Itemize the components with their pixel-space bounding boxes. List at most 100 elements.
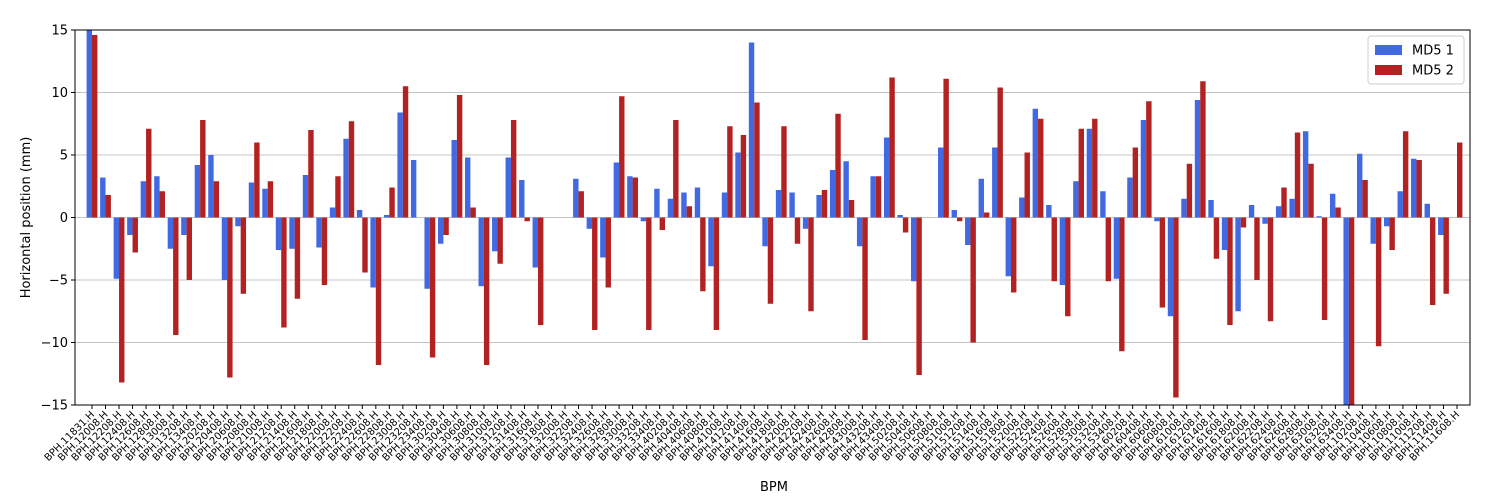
bar — [1262, 217, 1268, 224]
bar — [1281, 187, 1287, 218]
bar — [721, 192, 728, 218]
bar — [1173, 217, 1179, 398]
legend-label: MD5 2 — [1412, 64, 1454, 79]
bar — [524, 217, 530, 222]
bar — [1024, 152, 1030, 218]
bar — [1208, 200, 1214, 218]
bar — [424, 217, 430, 289]
bar — [889, 77, 895, 218]
bar — [173, 217, 179, 335]
bar — [1416, 160, 1422, 218]
bar — [673, 120, 679, 218]
bar — [1457, 142, 1463, 218]
bar — [802, 217, 809, 229]
bar — [127, 217, 133, 235]
bar — [848, 200, 855, 218]
bar — [1181, 198, 1187, 218]
bar — [389, 187, 395, 218]
bar — [735, 152, 741, 218]
bar — [713, 217, 720, 330]
bar — [667, 198, 674, 218]
bar — [1316, 216, 1322, 218]
bar — [875, 176, 882, 218]
y-tick-label: 5 — [60, 149, 68, 164]
bar — [1329, 193, 1336, 218]
bar — [1356, 153, 1363, 218]
bar — [200, 120, 206, 218]
bar — [1240, 217, 1247, 228]
bar — [1078, 128, 1084, 218]
bar — [105, 195, 111, 218]
bar — [86, 30, 92, 218]
y-axis-label: Horizontal position (mm) — [19, 137, 34, 299]
bar — [578, 191, 584, 218]
y-tick-label: 10 — [51, 86, 68, 101]
bar — [808, 217, 814, 312]
bar — [113, 217, 120, 279]
bar — [1370, 217, 1376, 244]
y-tick-label: −10 — [41, 336, 68, 351]
bar — [1335, 207, 1341, 218]
bar — [794, 217, 801, 244]
bar — [600, 217, 606, 258]
bar — [592, 217, 598, 330]
bar — [694, 187, 701, 218]
bar — [1065, 217, 1071, 317]
bar — [262, 188, 268, 218]
bar — [619, 96, 625, 218]
plot-frame — [74, 29, 1471, 406]
bar — [1119, 217, 1125, 352]
bar — [1100, 191, 1106, 218]
bar — [1227, 217, 1233, 325]
bar — [789, 192, 795, 218]
bar — [1221, 217, 1228, 250]
bar — [1092, 118, 1098, 218]
bar — [1289, 198, 1295, 218]
bar — [356, 210, 363, 218]
bar — [897, 215, 903, 218]
bar — [1032, 108, 1039, 218]
bar — [492, 217, 498, 252]
bar — [100, 177, 106, 218]
bar — [613, 162, 620, 218]
bar — [835, 113, 841, 218]
bar — [870, 176, 876, 218]
bar — [194, 165, 201, 218]
bar — [1167, 217, 1174, 317]
bar — [605, 217, 611, 288]
bar — [289, 217, 295, 249]
bars — [86, 30, 1463, 405]
bar — [208, 155, 214, 218]
legend-swatch — [1375, 65, 1402, 75]
bar — [437, 217, 444, 244]
bar — [343, 138, 349, 218]
bar — [235, 217, 241, 227]
bar — [1402, 131, 1409, 218]
bar — [1105, 217, 1112, 282]
bar — [640, 217, 647, 222]
bar — [727, 126, 733, 218]
bar — [505, 157, 511, 218]
bar — [951, 210, 957, 218]
bar — [410, 160, 417, 218]
bar — [1011, 217, 1017, 293]
bar — [1154, 217, 1160, 222]
bar — [1343, 217, 1349, 405]
bar — [456, 95, 463, 218]
bar — [997, 87, 1003, 218]
bar — [1159, 217, 1166, 308]
bar — [1389, 217, 1395, 250]
bar — [497, 217, 503, 264]
bar — [1429, 217, 1436, 305]
bar — [1411, 158, 1417, 218]
bar — [1019, 197, 1025, 218]
bar — [1267, 217, 1274, 322]
legend-swatch — [1375, 45, 1402, 55]
bar — [465, 157, 471, 218]
bar — [754, 102, 760, 218]
bar — [510, 120, 517, 218]
bar — [862, 217, 868, 340]
bar — [483, 217, 490, 365]
bar — [686, 206, 693, 218]
bar — [1443, 217, 1449, 294]
